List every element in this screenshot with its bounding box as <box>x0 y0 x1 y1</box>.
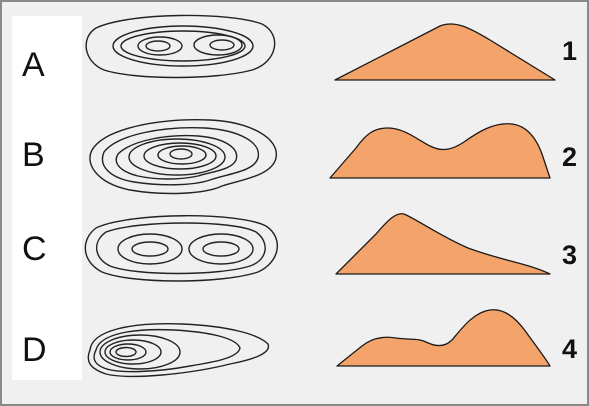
letter-panel <box>12 16 82 380</box>
contour-map-b <box>89 119 277 195</box>
profile-2 <box>329 123 551 179</box>
contour-map-d <box>87 323 270 378</box>
profile-1 <box>334 23 556 81</box>
contour-map-c <box>84 215 279 282</box>
number-4: 4 <box>562 334 578 364</box>
number-1: 1 <box>562 36 578 66</box>
letter-c: C <box>22 230 47 268</box>
number-2: 2 <box>562 142 578 172</box>
contour-map-a <box>85 14 276 79</box>
profile-4 <box>336 309 551 367</box>
letter-a: A <box>22 46 45 84</box>
number-3: 3 <box>562 240 578 270</box>
letter-b: B <box>22 136 45 174</box>
profile-3 <box>335 213 551 275</box>
letter-d: D <box>22 331 47 369</box>
